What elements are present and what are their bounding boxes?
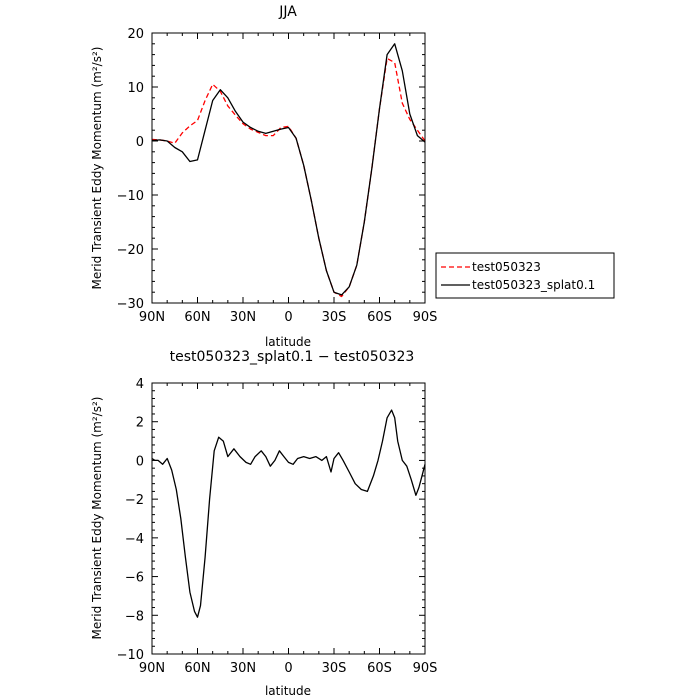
panel-bottom-ticks: 90N 60N 30N 0 30S 60S 90S 4 2 0 −2 −4 −6 −8 −10 [117, 377, 438, 676]
y-tick-label: −10 [117, 189, 144, 204]
panel-top: JJA latitude Merid Transient Eddy Moment… [90, 4, 437, 349]
y-tick-label: −4 [125, 532, 144, 547]
x-tick-label: 30S [322, 310, 347, 325]
y-tick-label: 0 [136, 454, 144, 469]
y-tick-label: −20 [117, 243, 144, 258]
y-tick-label: −8 [125, 609, 144, 624]
y-tick-label: −2 [125, 493, 144, 508]
y-tick-label: −6 [125, 571, 144, 586]
y-tick-label: −30 [117, 297, 144, 312]
series-line-top-1 [151, 43, 426, 296]
x-tick-label: 30N [230, 310, 256, 325]
panel-bottom-ylabel: Merid Transient Eddy Momentum (m²/s²) [90, 397, 104, 640]
x-tick-label: 30S [322, 661, 347, 676]
y-tick-label: 20 [127, 27, 144, 42]
panel-top-ticks: 90N 60N 30N 0 30S 60S 90S 20 10 0 −10 −20 −30 [117, 27, 438, 325]
x-tick-label: 0 [284, 310, 292, 325]
legend-label-test050323: test050323 [472, 260, 541, 274]
x-tick-label: 90S [413, 310, 438, 325]
y-tick-label: 10 [127, 81, 144, 96]
panel-bottom-title: test050323_splat0.1 − test050323 [170, 349, 415, 365]
panel-top-title: JJA [278, 4, 297, 20]
series-line-bottom-0 [151, 409, 426, 618]
x-tick-label: 60N [184, 310, 210, 325]
panel-top-ylabel: Merid Transient Eddy Momentum (m²/s²) [90, 47, 104, 290]
x-tick-label: 90N [139, 310, 165, 325]
y-tick-label: −10 [117, 648, 144, 663]
panel-bottom: test050323_splat0.1 − test050323 latitud… [90, 349, 437, 698]
x-tick-label: 90S [413, 661, 438, 676]
panel-top-frame [151, 32, 426, 304]
x-tick-label: 60S [367, 310, 392, 325]
y-tick-label: 2 [136, 416, 144, 431]
series-line-top-0 [151, 57, 426, 298]
panel-top-series [151, 43, 426, 298]
panel-bottom-xlabel: latitude [265, 684, 311, 698]
y-tick-label: 0 [136, 135, 144, 150]
panel-top-xlabel: latitude [265, 335, 311, 349]
panel-bottom-frame [151, 382, 426, 655]
legend-label-splat: test050323_splat0.1 [472, 278, 595, 292]
x-tick-label: 30N [230, 661, 256, 676]
legend: test050323 test050323_splat0.1 [435, 252, 615, 299]
y-tick-label: 4 [136, 377, 144, 392]
x-tick-label: 90N [139, 661, 165, 676]
panel-bottom-series [151, 409, 426, 618]
x-tick-label: 0 [284, 661, 292, 676]
x-tick-label: 60N [184, 661, 210, 676]
legend-box [435, 252, 615, 299]
x-tick-label: 60S [367, 661, 392, 676]
